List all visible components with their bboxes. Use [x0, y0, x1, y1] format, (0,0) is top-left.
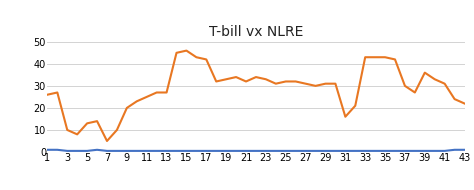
NLRE — [104, 150, 110, 152]
Tbill % — [382, 56, 388, 58]
NLRE — [134, 150, 140, 152]
NLRE — [303, 150, 309, 152]
Tbill % — [422, 71, 428, 74]
NLRE — [442, 150, 447, 152]
Tbill % — [124, 107, 130, 109]
NLRE — [452, 149, 457, 151]
NLRE — [55, 149, 60, 151]
NLRE — [412, 150, 418, 152]
Tbill % — [144, 96, 150, 98]
NLRE — [402, 150, 408, 152]
Tbill % — [313, 85, 319, 87]
NLRE — [313, 150, 319, 152]
Tbill % — [432, 78, 438, 80]
Tbill % — [45, 93, 50, 96]
NLRE — [193, 150, 199, 152]
Tbill % — [134, 100, 140, 102]
Tbill % — [243, 80, 249, 83]
NLRE — [293, 150, 299, 152]
Tbill % — [343, 116, 348, 118]
NLRE — [173, 150, 179, 152]
Title: T-bill vx NLRE: T-bill vx NLRE — [209, 25, 303, 39]
Tbill % — [233, 76, 239, 78]
NLRE — [84, 150, 90, 152]
Line: NLRE: NLRE — [47, 150, 465, 151]
Tbill % — [333, 82, 338, 85]
Tbill % — [362, 56, 368, 58]
Tbill % — [372, 56, 378, 58]
NLRE — [333, 150, 338, 152]
NLRE — [382, 150, 388, 152]
Tbill % — [353, 105, 358, 107]
NLRE — [422, 150, 428, 152]
Tbill % — [412, 91, 418, 94]
Tbill % — [402, 85, 408, 87]
Tbill % — [64, 129, 70, 131]
Tbill % — [462, 102, 467, 105]
NLRE — [263, 150, 269, 152]
Tbill % — [452, 98, 457, 100]
NLRE — [183, 150, 189, 152]
NLRE — [154, 150, 159, 152]
NLRE — [64, 150, 70, 152]
NLRE — [432, 150, 438, 152]
NLRE — [74, 150, 80, 152]
NLRE — [203, 150, 209, 152]
Tbill % — [223, 78, 229, 80]
Tbill % — [84, 122, 90, 124]
Tbill % — [323, 82, 328, 85]
Tbill % — [104, 140, 110, 142]
Tbill % — [283, 80, 289, 83]
Tbill % — [203, 58, 209, 61]
Tbill % — [55, 91, 60, 94]
NLRE — [283, 150, 289, 152]
NLRE — [213, 150, 219, 152]
Tbill % — [173, 52, 179, 54]
Tbill % — [213, 80, 219, 83]
NLRE — [45, 149, 50, 151]
NLRE — [124, 150, 130, 152]
Tbill % — [183, 49, 189, 52]
NLRE — [353, 150, 358, 152]
Tbill % — [154, 91, 159, 94]
Tbill % — [303, 82, 309, 85]
NLRE — [362, 150, 368, 152]
NLRE — [372, 150, 378, 152]
NLRE — [253, 150, 259, 152]
Tbill % — [293, 80, 299, 83]
NLRE — [343, 150, 348, 152]
NLRE — [273, 150, 279, 152]
Tbill % — [74, 133, 80, 135]
NLRE — [233, 150, 239, 152]
Line: Tbill %: Tbill % — [47, 51, 465, 141]
NLRE — [94, 149, 100, 151]
Tbill % — [442, 82, 447, 85]
Tbill % — [193, 56, 199, 58]
Tbill % — [392, 58, 398, 61]
NLRE — [114, 150, 120, 152]
NLRE — [323, 150, 328, 152]
NLRE — [164, 150, 169, 152]
NLRE — [392, 150, 398, 152]
NLRE — [462, 149, 467, 151]
NLRE — [223, 150, 229, 152]
Tbill % — [253, 76, 259, 78]
NLRE — [243, 150, 249, 152]
NLRE — [144, 150, 150, 152]
Tbill % — [94, 120, 100, 122]
Tbill % — [164, 91, 169, 94]
Tbill % — [114, 129, 120, 131]
Tbill % — [273, 82, 279, 85]
Tbill % — [263, 78, 269, 80]
